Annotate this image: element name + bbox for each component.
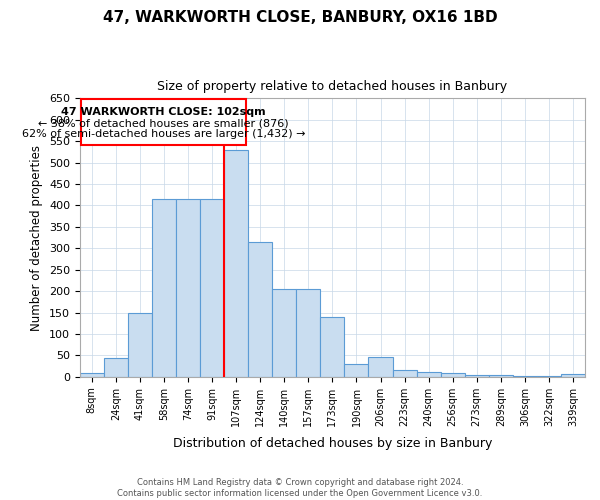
Bar xyxy=(489,374,513,377)
Bar xyxy=(128,312,152,377)
FancyBboxPatch shape xyxy=(81,99,246,146)
Title: Size of property relative to detached houses in Banbury: Size of property relative to detached ho… xyxy=(157,80,508,93)
Text: 62% of semi-detached houses are larger (1,432) →: 62% of semi-detached houses are larger (… xyxy=(22,129,305,139)
X-axis label: Distribution of detached houses by size in Banbury: Distribution of detached houses by size … xyxy=(173,437,492,450)
Text: Contains HM Land Registry data © Crown copyright and database right 2024.
Contai: Contains HM Land Registry data © Crown c… xyxy=(118,478,482,498)
Bar xyxy=(416,372,440,377)
Bar xyxy=(104,358,128,377)
Bar xyxy=(392,370,416,377)
Bar xyxy=(513,376,537,377)
Bar xyxy=(224,150,248,377)
Bar xyxy=(344,364,368,377)
Bar xyxy=(272,289,296,377)
Bar xyxy=(561,374,585,377)
Bar xyxy=(537,376,561,377)
Bar xyxy=(248,242,272,377)
Bar xyxy=(176,199,200,377)
Text: ← 38% of detached houses are smaller (876): ← 38% of detached houses are smaller (87… xyxy=(38,119,289,129)
Bar xyxy=(80,374,104,377)
Bar xyxy=(296,289,320,377)
Bar xyxy=(320,317,344,377)
Text: 47, WARKWORTH CLOSE, BANBURY, OX16 1BD: 47, WARKWORTH CLOSE, BANBURY, OX16 1BD xyxy=(103,10,497,25)
Bar xyxy=(152,199,176,377)
Bar xyxy=(200,199,224,377)
Bar xyxy=(368,356,392,377)
Bar xyxy=(440,374,465,377)
Text: 47 WARKWORTH CLOSE: 102sqm: 47 WARKWORTH CLOSE: 102sqm xyxy=(61,107,266,117)
Y-axis label: Number of detached properties: Number of detached properties xyxy=(31,144,43,330)
Bar xyxy=(465,374,489,377)
